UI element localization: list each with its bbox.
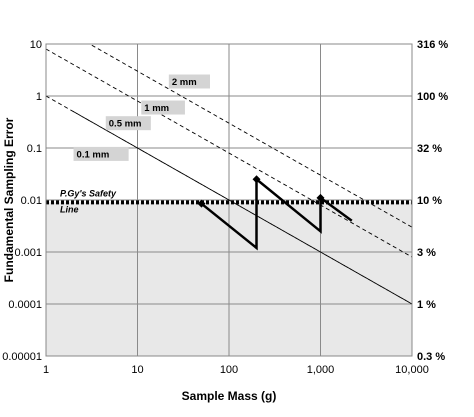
x-tick-label: 1,000 [307,364,335,376]
y-tick-label: 0.1 [27,143,42,155]
x-axis-title: Sample Mass (g) [182,389,277,403]
y-tick-label: 1 [36,91,42,103]
line-label-box [73,146,129,161]
x-tick-label: 10,000 [395,364,429,376]
safety-label-line1: P.Gy's Safety [60,188,117,198]
series-line [200,176,353,251]
y-tick-label: 0.01 [21,195,42,207]
line-label-boxes: 2 mm 1 mm0.5 mm 0.1 mm [73,74,211,161]
reference-line [88,44,412,228]
right-percent-label: 1 % [417,299,436,311]
line-label: 2 mm [172,77,197,88]
y-tick-labels: 0.00001 0.0001 0.001 0.01 0.1 1 10 [2,39,42,363]
y-tick-label: 0.00001 [2,351,42,363]
y-tick-label: 0.001 [14,247,42,259]
y-axis-title: Fundamental Sampling Error [2,117,16,282]
series-marker [197,199,206,208]
x-tick-label: 10 [131,364,143,376]
y-tick-label: 10 [30,39,42,51]
reference-line [73,111,412,305]
line-label-box [168,74,211,89]
line-label-box [141,100,185,115]
data-series [197,175,353,251]
right-percent-label: 10 % [417,195,442,207]
reference-line [46,48,412,258]
x-tick-label: 1 [43,364,49,376]
right-percent-label: 316 % [417,39,448,51]
right-percent-label: 3 % [417,247,436,259]
safety-label-line2: Line [60,204,79,214]
series-marker [252,175,261,184]
right-percent-labels: 316 % 100 % 32 % 10 % 3 % 1 % 0.3 % [417,39,448,363]
plot-frame [45,43,413,357]
reference-lines [46,44,412,305]
right-percent-label: 0.3 % [417,351,445,363]
x-tick-labels: 1 10 100 1,000 10,000 [43,364,429,376]
safety-label: P.Gy's Safety Line [60,188,117,214]
right-percent-label: 100 % [417,91,448,103]
line-label: 0.5 mm [109,119,142,130]
line-label: 0.1 mm [77,149,110,160]
line-label-box [105,116,151,131]
series-marker [316,193,325,202]
y-tick-label: 0.0001 [8,299,42,311]
line-label: 1 mm [144,103,169,114]
x-tick-label: 100 [220,364,238,376]
right-percent-label: 32 % [417,143,442,155]
